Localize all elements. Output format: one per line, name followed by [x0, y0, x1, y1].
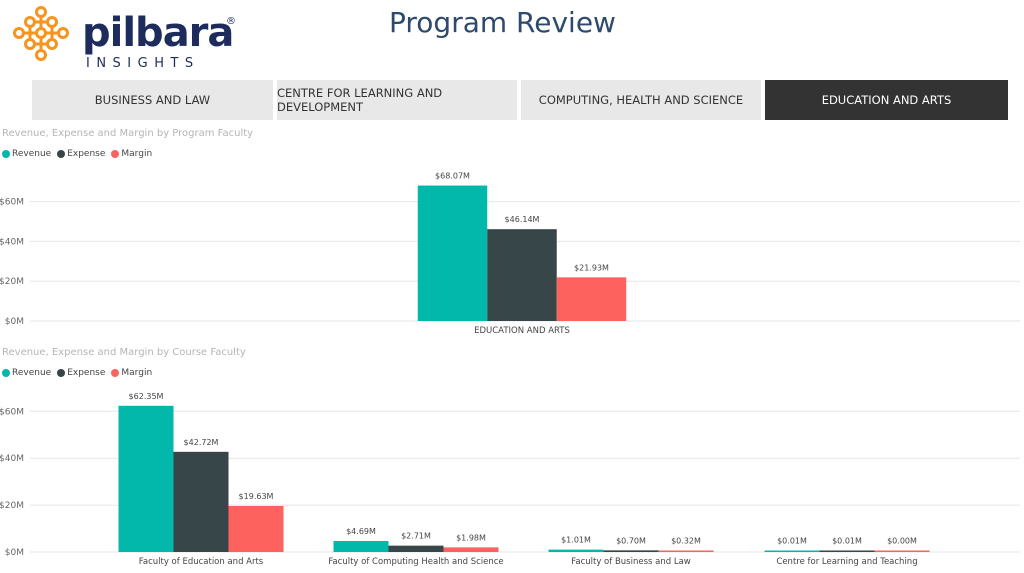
- bar-expense[interactable]: [603, 550, 659, 552]
- y-tick-label: $0M: [5, 317, 24, 327]
- legend-dot-icon: [111, 369, 120, 377]
- bar-margin[interactable]: [228, 505, 284, 552]
- y-tick-label: $0M: [5, 548, 24, 558]
- y-tick-label: $40M: [0, 454, 24, 464]
- x-category-label: Faculty of Computing Health and Science: [328, 557, 503, 567]
- registered-mark: ®: [226, 16, 236, 27]
- data-label: $1.01M: [561, 536, 591, 545]
- bar-margin[interactable]: [658, 550, 714, 553]
- bar-margin[interactable]: [556, 277, 627, 321]
- bar-expense[interactable]: [487, 229, 557, 321]
- legend-item-expense[interactable]: Expense: [57, 149, 105, 159]
- legend-item-expense[interactable]: Expense: [57, 368, 105, 378]
- x-category-label: Centre for Learning and Teaching: [776, 557, 917, 567]
- data-label: $0.01M: [777, 537, 807, 546]
- brand-subtitle: INSIGHTS: [86, 56, 200, 71]
- legend-label: Margin: [121, 149, 153, 159]
- tab-computing-health-and-science[interactable]: COMPUTING, HEALTH AND SCIENCE: [521, 80, 761, 120]
- legend-dot-icon: [2, 150, 10, 158]
- y-tick-label: $60M: [0, 407, 24, 417]
- pilbara-logo: pilbara ® INSIGHTS: [8, 4, 238, 72]
- legend-item-revenue[interactable]: Revenue: [2, 149, 51, 159]
- legend-dot-icon: [57, 150, 66, 158]
- faculty-tabs: BUSINESS AND LAW CENTRE FOR LEARNING AND…: [32, 80, 1008, 120]
- data-label: $4.69M: [346, 527, 376, 536]
- program-faculty-chart: $0M $20M $40M $60M $68.07M $46.14M $21.93M EDUC…: [0, 172, 1020, 336]
- bar-revenue[interactable]: [118, 405, 174, 552]
- program-chart-legend: Revenue Expense Margin: [2, 149, 156, 159]
- tab-business-and-law[interactable]: BUSINESS AND LAW: [32, 80, 273, 120]
- x-category-label: Faculty of Education and Arts: [139, 557, 264, 567]
- bar-revenue[interactable]: [764, 550, 820, 553]
- brand-name: pilbara: [82, 10, 234, 56]
- data-label: $62.35M: [129, 392, 164, 401]
- data-label: $0.70M: [616, 536, 646, 545]
- x-category-label: Faculty of Business and Law: [571, 557, 691, 567]
- data-label: $46.14M: [505, 215, 540, 224]
- legend-label: Expense: [67, 368, 106, 378]
- legend-item-revenue[interactable]: Revenue: [2, 368, 51, 378]
- legend-dot-icon: [111, 150, 120, 158]
- tab-education-and-arts[interactable]: EDUCATION AND ARTS: [765, 80, 1008, 120]
- data-label: $19.63M: [239, 492, 274, 501]
- data-label: $68.07M: [435, 172, 470, 181]
- bar-expense[interactable]: [173, 451, 229, 552]
- y-tick-label: $20M: [0, 277, 24, 287]
- legend-label: Expense: [67, 149, 106, 159]
- data-label: $21.93M: [574, 263, 609, 272]
- legend-item-margin[interactable]: Margin: [111, 368, 152, 378]
- bar-margin[interactable]: [443, 547, 499, 552]
- tab-centre-for-learning-and-development[interactable]: CENTRE FOR LEARNING AND DEVELOPMENT: [277, 80, 517, 120]
- course-chart-legend: Revenue Expense Margin: [2, 368, 156, 378]
- page-title: Program Review: [389, 6, 616, 39]
- legend-dot-icon: [2, 369, 10, 377]
- y-tick-label: $60M: [0, 198, 24, 208]
- x-category-label: EDUCATION AND ARTS: [474, 326, 570, 336]
- logo-mark-icon: [13, 6, 69, 61]
- data-label: $0.32M: [671, 537, 701, 546]
- legend-label: Margin: [121, 368, 153, 378]
- y-tick-label: $20M: [0, 501, 24, 511]
- bar-revenue[interactable]: [333, 541, 389, 552]
- data-label: $42.72M: [184, 438, 219, 447]
- bar-margin[interactable]: [874, 550, 930, 553]
- legend-dot-icon: [57, 369, 66, 377]
- bar-revenue[interactable]: [417, 185, 488, 321]
- data-label: $0.00M: [887, 537, 917, 546]
- legend-label: Revenue: [12, 368, 52, 378]
- data-label: $2.71M: [401, 532, 431, 541]
- bar-revenue[interactable]: [548, 549, 604, 552]
- legend-label: Revenue: [12, 149, 52, 159]
- program-chart-title: Revenue, Expense and Margin by Program F…: [2, 128, 254, 139]
- bar-expense[interactable]: [819, 550, 875, 553]
- data-label: $1.98M: [456, 533, 486, 542]
- bar-expense[interactable]: [388, 545, 444, 552]
- y-tick-label: $40M: [0, 237, 24, 247]
- legend-item-margin[interactable]: Margin: [111, 149, 152, 159]
- course-chart-title: Revenue, Expense and Margin by Course Fa…: [2, 347, 246, 358]
- data-label: $0.01M: [832, 537, 862, 546]
- course-faculty-chart: $0M $20M $40M $60M $62.35M $42.72M $19.63M Facu…: [0, 392, 1020, 567]
